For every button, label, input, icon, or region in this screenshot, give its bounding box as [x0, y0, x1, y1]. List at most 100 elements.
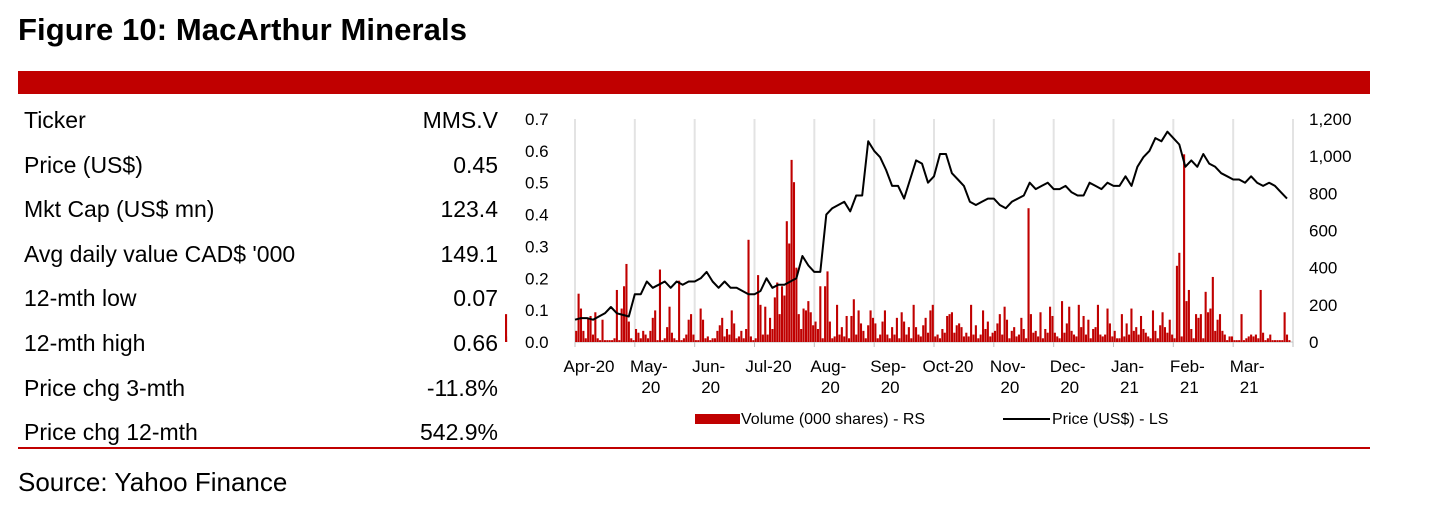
volume-bar	[728, 334, 731, 342]
volume-bar	[1233, 340, 1236, 342]
volume-bar	[1178, 252, 1181, 342]
volume-bar	[1070, 330, 1073, 342]
volume-bar	[1161, 312, 1164, 342]
volume-bar	[1149, 338, 1152, 342]
volume-bar	[1072, 334, 1076, 342]
volume-bar	[1005, 319, 1009, 342]
volume-bar	[725, 328, 729, 342]
legend-label-price: Price (US$) - LS	[1052, 411, 1168, 428]
volume-bar	[1089, 338, 1092, 342]
volume-bar	[891, 327, 894, 342]
volume-bar	[1250, 334, 1253, 342]
volume-bar	[862, 330, 865, 342]
volume-bar	[1051, 315, 1054, 342]
stat-value: 149.1	[440, 240, 498, 267]
volume-bar	[838, 334, 841, 342]
volume-bar	[826, 271, 829, 342]
volume-bar	[1142, 328, 1145, 342]
volume-bar	[1008, 338, 1011, 342]
volume-bar	[745, 328, 748, 342]
x-axis-tick-label-year: 20	[641, 378, 660, 397]
volume-bar	[666, 327, 669, 342]
volume-bar	[840, 327, 843, 342]
volume-bar	[1125, 323, 1128, 342]
volume-bar	[1209, 308, 1212, 342]
volume-bar	[950, 312, 953, 342]
x-axis-tick-label: May-	[630, 357, 668, 376]
volume-bar	[792, 182, 796, 342]
volume-bar	[836, 304, 839, 342]
stat-value: 123.4	[440, 196, 498, 223]
volume-bar	[678, 280, 681, 342]
volume-bar	[1068, 306, 1071, 342]
legend-swatch-volume	[695, 414, 740, 424]
volume-bar	[1108, 323, 1111, 342]
volume-bar	[1130, 308, 1133, 342]
volume-bar	[955, 325, 958, 342]
stat-row: 12-mth high 0.66	[18, 323, 500, 368]
volume-bar	[869, 310, 872, 342]
volume-bar	[874, 323, 877, 342]
x-axis-tick-label: Feb-	[1170, 357, 1205, 376]
volume-bar	[644, 334, 647, 342]
volume-bar	[613, 338, 616, 342]
volume-bar	[996, 323, 999, 342]
volume-bar	[970, 304, 973, 342]
volume-bar	[797, 314, 800, 342]
volume-bar	[778, 314, 781, 342]
volume-bar	[1285, 334, 1289, 342]
volume-bar	[1087, 319, 1090, 342]
stat-label: Price chg 12-mth	[24, 419, 198, 446]
volume-bar	[737, 336, 740, 342]
volume-bar	[1159, 325, 1162, 342]
volume-bar	[991, 332, 994, 342]
x-axis-tick-label: Oct-20	[922, 357, 973, 376]
volume-bar	[759, 304, 762, 342]
volume-bar	[1235, 340, 1238, 342]
volume-bar	[1192, 338, 1195, 342]
volume-bar	[812, 325, 815, 342]
volume-bar	[893, 334, 896, 342]
volume-bar	[675, 340, 678, 342]
volume-bar	[1060, 301, 1064, 342]
x-axis-tick-label-year: 21	[1180, 378, 1199, 397]
volume-bar	[800, 328, 803, 342]
volume-bar	[922, 325, 925, 342]
volume-bar	[747, 239, 750, 342]
volume-bar	[879, 334, 882, 342]
volume-bar	[780, 286, 784, 342]
volume-bar	[618, 340, 621, 342]
volume-bar	[706, 336, 709, 342]
volume-bar	[1092, 328, 1095, 342]
volume-bar	[1080, 327, 1083, 342]
volume-bar	[615, 289, 618, 342]
x-axis-tick-label-year: 20	[1000, 378, 1019, 397]
volume-bar	[776, 282, 779, 342]
volume-bar	[579, 308, 583, 342]
volume-bar	[965, 332, 968, 342]
volume-bar	[764, 306, 767, 342]
volume-bar	[1049, 306, 1052, 342]
volume-bar	[814, 321, 817, 342]
stat-row: Mkt Cap (US$ mn) 123.4	[18, 189, 500, 234]
volume-bar	[1056, 336, 1059, 342]
stat-row: Ticker MMS.V	[18, 100, 500, 145]
volume-bar	[821, 338, 824, 342]
volume-bar	[938, 338, 942, 342]
x-axis-tick-label-year: 21	[1240, 378, 1259, 397]
volume-bar	[1187, 289, 1190, 342]
volume-bar	[1027, 208, 1030, 342]
x-axis-tick-label: Aug-	[810, 357, 846, 376]
volume-bar	[699, 308, 702, 342]
volume-bar	[749, 336, 752, 342]
volume-bar	[1274, 340, 1277, 342]
volume-bar	[824, 286, 827, 342]
volume-bar	[1037, 336, 1040, 342]
volume-bar	[646, 338, 650, 342]
volume-bar	[713, 338, 717, 342]
stat-label: 12-mth high	[24, 329, 146, 356]
volume-bar	[757, 275, 760, 342]
volume-bar	[1017, 334, 1021, 342]
x-axis-tick-label: Apr-20	[563, 357, 614, 376]
volume-bar	[831, 338, 834, 342]
